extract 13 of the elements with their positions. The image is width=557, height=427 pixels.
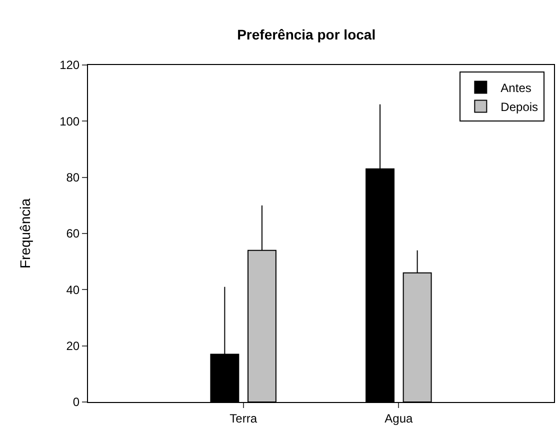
y-tick-label: 100 xyxy=(60,114,80,128)
y-axis-title: Frequência xyxy=(17,198,34,269)
legend-label: Antes xyxy=(500,80,532,95)
x-tick-label: Terra xyxy=(230,411,258,426)
y-tick-label: 20 xyxy=(66,339,80,354)
chart-title: Preferência por local xyxy=(237,26,376,43)
y-tick-label: 0 xyxy=(72,395,80,410)
x-tick-label: Agua xyxy=(384,411,414,426)
y-tick-label: 60 xyxy=(66,226,80,241)
y-tick-label: 40 xyxy=(66,282,80,297)
y-tick-label: 80 xyxy=(66,170,80,185)
legend-label: Depois xyxy=(500,100,538,114)
y-tick-label: 120 xyxy=(60,58,80,72)
